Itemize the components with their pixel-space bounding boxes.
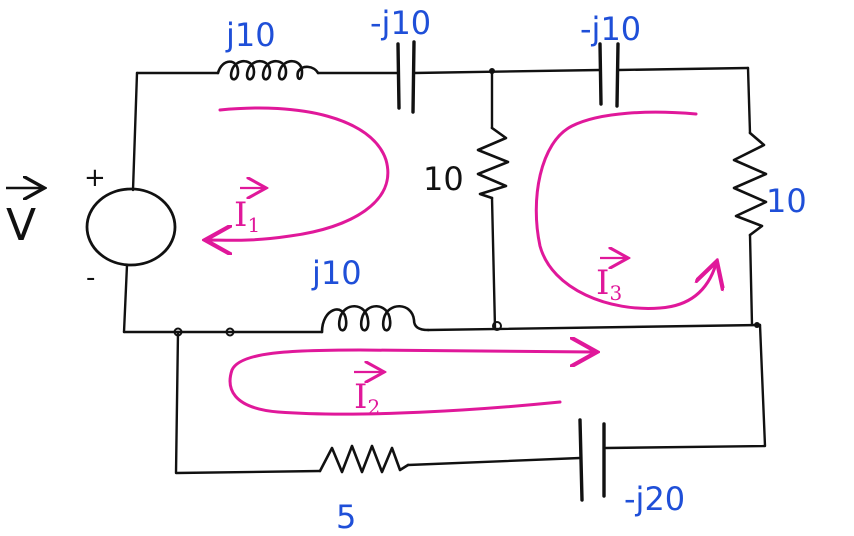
svg-text:I3: I3 <box>596 263 622 305</box>
junction-dot <box>489 68 495 74</box>
wire-top-c <box>616 66 750 72</box>
wire-outer-right <box>604 323 767 450</box>
svg-text:I1: I1 <box>234 195 260 237</box>
resistor-bottom <box>318 444 410 474</box>
loop-i1-sub: 1 <box>247 213 260 237</box>
voltage-source <box>85 187 177 267</box>
loop-i2-label: I2 <box>354 372 382 419</box>
wire-outer-left <box>174 330 322 475</box>
loop-i3-letter: I <box>596 263 609 303</box>
source-plus: + <box>84 163 106 193</box>
loop-i2-letter: I <box>354 377 367 417</box>
loop-i1-label: I1 <box>234 188 264 237</box>
svg-text:I2: I2 <box>354 377 380 419</box>
resistor-bottom-label: 5 <box>336 498 356 536</box>
source-label: V <box>6 200 36 251</box>
wire-left-upper <box>131 71 139 192</box>
loop-i2-arrow <box>228 350 594 416</box>
wires <box>122 66 767 475</box>
capacitor-bottom-label: -j20 <box>624 480 685 518</box>
junctions <box>173 68 760 337</box>
resistor-right <box>732 131 768 237</box>
source-label-group: V <box>6 188 42 251</box>
capacitor-top-right-label: -j10 <box>580 10 641 48</box>
capacitor-top-left-label: -j10 <box>370 4 431 42</box>
loop-i3-label: I3 <box>596 258 626 305</box>
capacitor-top-left <box>396 40 416 114</box>
source-minus: - <box>86 263 95 293</box>
wire-left-lower <box>122 263 129 334</box>
wire-right-top <box>746 66 752 135</box>
inductor-top <box>216 59 320 81</box>
resistor-middle-label: 10 <box>423 160 464 198</box>
capacitor-top-right <box>598 42 620 108</box>
junction-dot <box>754 322 760 328</box>
wire-right-bottom <box>748 233 754 327</box>
wire-mid-right <box>426 323 762 332</box>
inductor-middle <box>320 304 430 334</box>
loop-i1-letter: I <box>234 195 247 235</box>
inductor-middle-label: j10 <box>311 254 362 292</box>
wire-top-b <box>412 68 602 75</box>
junction-dot <box>492 321 502 331</box>
loop-i1-arrow <box>208 106 390 240</box>
capacitor-bottom <box>578 418 606 502</box>
loop-i2-sub: 2 <box>367 395 380 419</box>
junction-dot <box>173 327 183 337</box>
inductor-top-label: j10 <box>225 16 276 54</box>
resistor-middle <box>476 126 510 200</box>
resistor-right-label: 10 <box>766 182 807 220</box>
wire-mid-vertical-bottom <box>490 196 497 330</box>
loop-i3-arrow <box>534 110 716 310</box>
wire-outer-bottom <box>406 456 582 467</box>
junction-dot <box>225 327 235 337</box>
loop-i3-sub: 3 <box>609 281 622 305</box>
